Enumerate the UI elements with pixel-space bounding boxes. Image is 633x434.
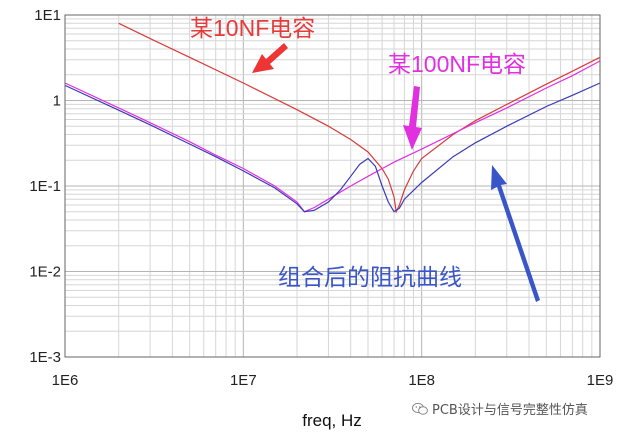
series-line-2 xyxy=(65,60,600,213)
watermark: PCB设计与信号完整性仿真 xyxy=(412,399,588,418)
y-tick-label: 1E-3 xyxy=(29,349,61,366)
x-tick-label: 1E7 xyxy=(230,372,257,389)
y-tick-label: 1E1 xyxy=(34,7,61,24)
arrow-magenta xyxy=(403,86,422,150)
series-group xyxy=(65,22,600,214)
annotation-label-2: 某100NF电容 xyxy=(388,51,526,77)
x-tick-label: 1E6 xyxy=(52,372,79,389)
annotation-label-1: 某10NF电容 xyxy=(190,15,315,41)
y-tick-labels: 1E1 1 1E-1 1E-2 1E-3 xyxy=(29,7,61,366)
arrow-red xyxy=(252,43,288,73)
arrow-blue xyxy=(491,165,540,302)
x-tick-label: 1E8 xyxy=(408,372,435,389)
series-line-3 xyxy=(65,82,600,213)
y-tick-label: 1 xyxy=(53,93,61,110)
y-tick-label: 1E-1 xyxy=(29,178,61,195)
x-tick-label: 1E9 xyxy=(587,372,614,389)
watermark-text: PCB设计与信号完整性仿真 xyxy=(432,403,588,418)
x-tick-labels: 1E6 1E7 1E8 1E9 xyxy=(52,372,614,389)
x-axis-label: freq, Hz xyxy=(302,411,362,430)
plot-frame xyxy=(64,14,601,358)
series-line-1 xyxy=(118,22,600,214)
annotation-label-3: 组合后的阻抗曲线 xyxy=(278,264,462,290)
wechat-icon xyxy=(412,402,428,415)
y-tick-label: 1E-2 xyxy=(29,264,61,281)
